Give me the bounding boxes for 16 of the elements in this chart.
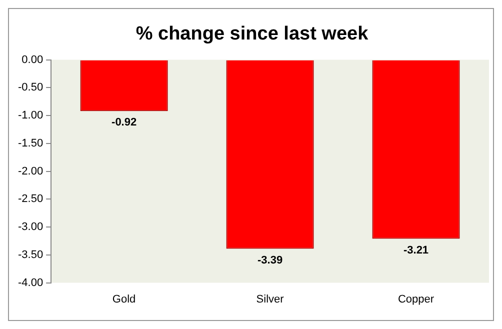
- y-tick-label: -1.00: [18, 110, 44, 122]
- chart-title: % change since last week: [136, 24, 369, 45]
- y-tick-label: -4.00: [18, 276, 44, 289]
- x-tick-label: Copper: [398, 293, 434, 306]
- y-tick-label: -2.50: [18, 193, 44, 206]
- x-tick-label: Gold: [112, 293, 136, 306]
- y-tick-label: -2.00: [18, 165, 44, 178]
- y-tick-label: -0.50: [18, 82, 44, 94]
- data-label: -3.39: [257, 254, 283, 266]
- data-label: -0.92: [112, 116, 137, 129]
- y-tick-label: -3.50: [18, 248, 44, 261]
- y-tick-label: -1.50: [18, 137, 44, 150]
- data-label: -3.21: [403, 244, 429, 256]
- x-tick-label: Silver: [256, 293, 284, 306]
- y-tick-label: -3.00: [18, 221, 44, 234]
- y-tick-label: 0.00: [22, 54, 44, 66]
